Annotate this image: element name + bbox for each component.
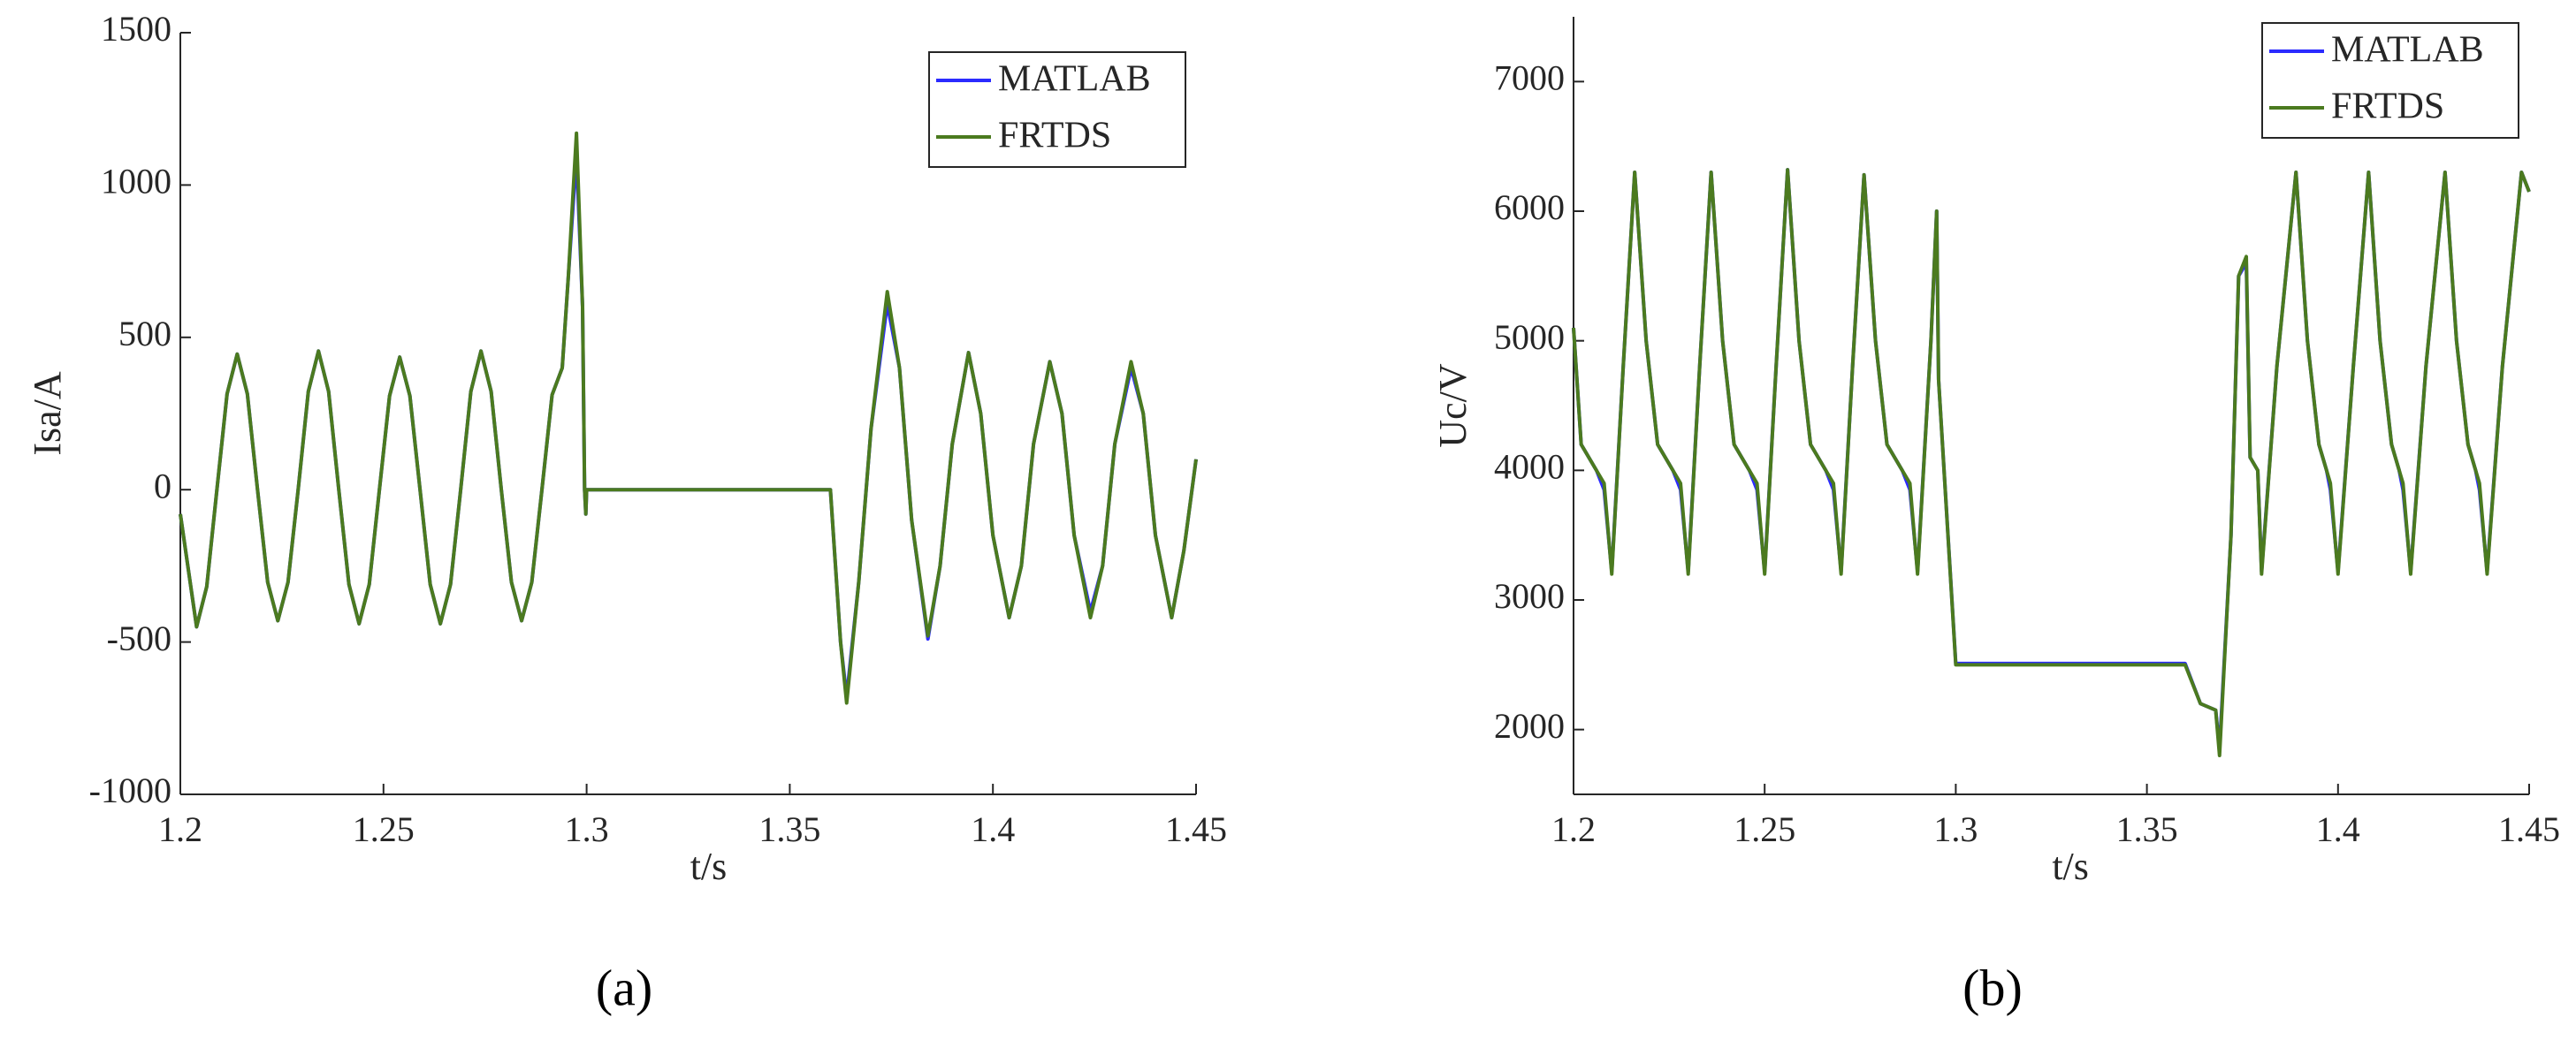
legend-box — [2261, 22, 2519, 139]
y-axis-label: Isa/A — [26, 371, 69, 456]
x-tick-label: 1.45 — [1165, 809, 1227, 849]
data-line — [1572, 168, 2531, 757]
data-line — [179, 131, 1198, 705]
y-tick-label: 500 — [118, 314, 171, 353]
x-tick-label: 1.2 — [1551, 809, 1596, 849]
legend-label: FRTDS — [2331, 87, 2444, 127]
panel-label: (a) — [596, 959, 652, 1016]
x-tick-label: 1.45 — [2498, 809, 2560, 849]
x-tick-label: 1.35 — [2116, 809, 2178, 849]
x-tick-label: 1.35 — [758, 809, 820, 849]
x-tick-label: 1.25 — [1734, 809, 1795, 849]
legend-label: MATLAB — [998, 59, 1151, 100]
panel-label: (b) — [1962, 959, 2023, 1016]
x-tick-label: 1.4 — [2316, 809, 2360, 849]
y-tick-label: -500 — [107, 619, 171, 658]
x-tick-label: 1.3 — [565, 809, 609, 849]
x-axis-label: t/s — [2052, 845, 2089, 888]
y-tick-label: 3000 — [1494, 576, 1565, 616]
y-tick-label: 0 — [154, 466, 171, 505]
x-tick-label: 1.3 — [1933, 809, 1978, 849]
y-axis-label: Uc/V — [1431, 363, 1475, 448]
y-tick-label: 7000 — [1494, 58, 1565, 98]
x-tick-label: 1.4 — [971, 809, 1015, 849]
legend-label: FRTDS — [998, 116, 1111, 156]
y-tick-label: 6000 — [1494, 187, 1565, 227]
y-tick-label: 1500 — [101, 9, 171, 49]
x-axis-label: t/s — [690, 845, 728, 888]
y-tick-label: 4000 — [1494, 447, 1565, 487]
y-tick-label: 1000 — [101, 162, 171, 201]
legend-label: MATLAB — [2331, 30, 2484, 71]
y-tick-label: 5000 — [1494, 317, 1565, 357]
x-tick-label: 1.2 — [158, 809, 202, 849]
y-tick-label: 2000 — [1494, 706, 1565, 746]
x-tick-label: 1.25 — [353, 809, 415, 849]
y-tick-label: -1000 — [89, 771, 171, 810]
legend-box — [928, 51, 1186, 168]
